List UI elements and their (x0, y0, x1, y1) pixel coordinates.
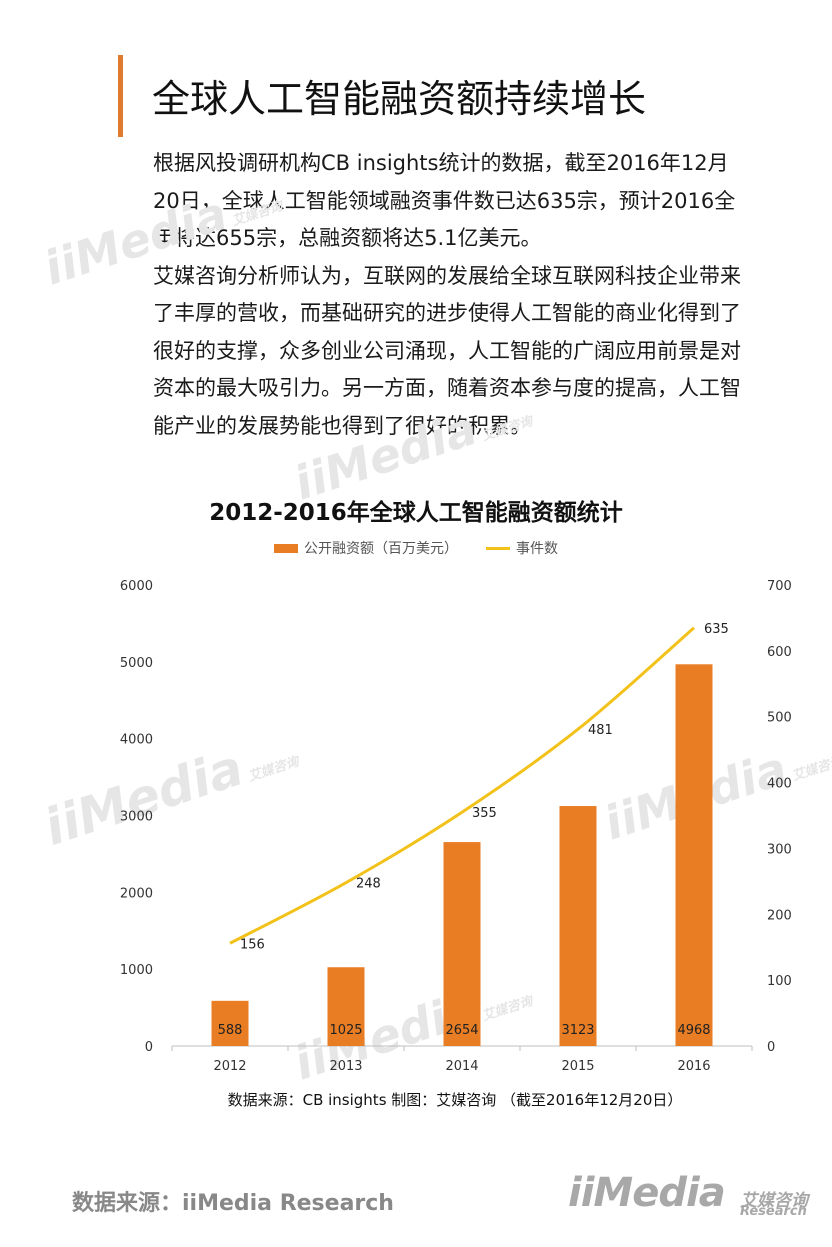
y-left-tick-label: 1000 (120, 963, 153, 978)
y-left-tick-label: 2000 (120, 886, 153, 901)
legend-item-bar: 公开融资额（百万美元） (274, 538, 458, 558)
line-value-label: 355 (472, 806, 497, 821)
paragraph-1: 根据风投调研机构CB insights统计的数据，截至2016年12月20日，全… (153, 151, 736, 250)
combo-chart: 0 1000 2000 3000 4000 5000 6000 0 100 200 300 400 50… (120, 579, 792, 1074)
iimedia-logo: iiMedia 艾媒咨询 Research (568, 1168, 813, 1224)
x-tick-label: 2016 (677, 1059, 710, 1074)
title-accent-bar (118, 55, 123, 137)
y-left-tick-label: 4000 (120, 733, 153, 748)
y-left-tick-label: 6000 (120, 579, 153, 594)
bar (327, 967, 365, 1046)
logo-en-text: Research (740, 1204, 807, 1219)
y-right-tick-label: 600 (767, 645, 792, 660)
y-left-tick-label: 0 (145, 1040, 153, 1055)
y-right-tick-label: 300 (767, 842, 792, 857)
bar-value-label: 3123 (561, 1023, 594, 1038)
bar (559, 806, 597, 1046)
chart-title: 2012-2016年全球人工智能融资额统计 (209, 500, 623, 526)
bar-value-label: 4968 (677, 1023, 710, 1038)
legend-label-bar: 公开融资额（百万美元） (304, 541, 458, 557)
logo-main-text: iiMedia (568, 1170, 726, 1216)
bar (211, 1000, 249, 1046)
legend-label-line: 事件数 (516, 541, 558, 557)
legend-swatch-bar (274, 543, 298, 553)
paragraph-2: 艾媒咨询分析师认为，互联网的发展给全球互联网科技企业带来了丰厚的营收，而基础研究… (153, 263, 741, 438)
chart-source-note: 数据来源：CB insights 制图：艾媒咨询 （截至2016年12月20日） (227, 1091, 683, 1109)
legend-swatch-line (486, 546, 510, 550)
footer-source: 数据来源：iiMedia Research (72, 1191, 394, 1216)
body-text: 根据风投调研机构CB insights统计的数据，截至2016年12月20日，全… (153, 145, 753, 445)
x-tick-label: 2015 (561, 1059, 594, 1074)
y-right-tick-label: 400 (767, 777, 792, 792)
line-value-label: 635 (704, 622, 729, 637)
y-right-tick-label: 500 (767, 711, 792, 726)
logo-cn-text: 艾媒咨询 (740, 1191, 808, 1211)
x-tick-label: 2014 (445, 1059, 478, 1074)
chart-legend: 公开融资额（百万美元） 事件数 (0, 538, 832, 558)
line-value-label: 156 (240, 937, 265, 952)
bar-value-label: 1025 (329, 1023, 362, 1038)
y-left-tick-label: 5000 (120, 656, 153, 671)
x-tick-label: 2012 (213, 1059, 246, 1074)
x-tick-label: 2013 (329, 1059, 362, 1074)
y-right-tick-label: 100 (767, 974, 792, 989)
bar-value-label: 588 (218, 1023, 243, 1038)
y-right-tick-label: 700 (767, 579, 792, 594)
y-right-tick-label: 200 (767, 908, 792, 923)
line-value-label: 248 (356, 877, 381, 892)
bar-value-label: 2654 (445, 1023, 478, 1038)
legend-item-line: 事件数 (486, 538, 558, 558)
y-right-tick-label: 0 (767, 1040, 775, 1055)
bar (675, 664, 713, 1046)
bar (443, 842, 481, 1046)
line-value-label: 481 (588, 723, 613, 738)
page-title: 全球人工智能融资额持续增长 (152, 77, 647, 121)
y-left-tick-label: 3000 (120, 810, 153, 825)
